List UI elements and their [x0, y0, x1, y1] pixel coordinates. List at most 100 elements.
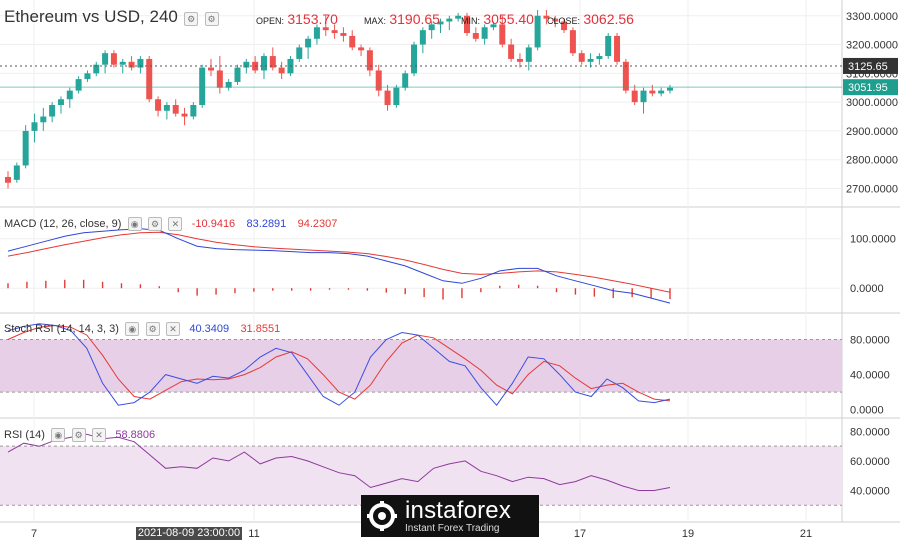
candle-body	[455, 15, 462, 19]
rsi-tick-label: 60.0000	[850, 456, 890, 468]
macd-line	[7, 228, 671, 304]
close-icon[interactable]: ✕	[168, 216, 183, 231]
candle-body	[40, 116, 47, 123]
rsi-value: 58.8806	[115, 429, 156, 441]
candle-body	[331, 30, 338, 34]
candle-body	[393, 87, 400, 105]
candle-body	[411, 44, 418, 74]
watermark-tagline: Instant Forex Trading	[405, 523, 500, 534]
candle-body	[110, 53, 117, 65]
candle-body	[667, 87, 673, 91]
stoch-k-line	[7, 323, 671, 406]
candle-body	[499, 24, 506, 45]
stoch-band	[0, 339, 842, 393]
candle-body	[172, 105, 179, 114]
close-label: CLOSE:	[547, 16, 581, 26]
current-price-tag-label: 3051.95	[848, 82, 888, 94]
eye-icon[interactable]: ◉	[127, 216, 142, 231]
candle-body	[605, 35, 612, 57]
candle-body	[22, 130, 29, 166]
ohlc-min: MIN: 3055.40	[461, 11, 534, 27]
candle-body	[216, 70, 223, 88]
ohlc-max: MAX: 3190.65	[364, 11, 440, 27]
price-tick-label: 3000.0000	[846, 97, 898, 109]
candle-body	[552, 18, 559, 22]
candle-body	[57, 99, 64, 105]
candle-body	[296, 47, 303, 59]
gear-icon[interactable]: ⚙	[204, 11, 219, 26]
x-tick-label: 21	[800, 528, 812, 540]
min-value: 3055.40	[483, 11, 534, 27]
candle-body	[463, 15, 470, 34]
rsi-tick-label: 80.0000	[850, 426, 890, 438]
settings-icon[interactable]: ⚙	[148, 216, 163, 231]
instaforex-logo-icon	[367, 501, 397, 531]
price-tick-label: 3300.0000	[846, 11, 898, 23]
max-label: MAX:	[364, 16, 387, 26]
candle-body	[446, 18, 453, 22]
x-tick-label: 19	[682, 528, 694, 540]
candle-body	[260, 56, 267, 71]
price-tick-label: 2800.0000	[846, 155, 898, 167]
candle-body	[375, 70, 382, 91]
macd-histogram-value: -10.9416	[191, 218, 236, 230]
candle-body	[234, 67, 241, 82]
stoch-title: Stoch RSI (14, 14, 3, 3)	[4, 323, 119, 335]
candle-body	[437, 21, 444, 25]
stoch-tick-label: 0.0000	[850, 405, 884, 417]
candle-body	[578, 53, 585, 62]
candle-body	[358, 47, 365, 51]
macd-legend: MACD (12, 26, close, 9) ◉ ⚙ ✕ -10.9416 8…	[4, 216, 337, 231]
price-tick-label: 3200.0000	[846, 40, 898, 52]
candle-body	[587, 58, 594, 62]
candle-body	[569, 30, 576, 54]
crosshair-date-label: 2021-08-09 23:00:00	[136, 527, 242, 540]
settings-icon[interactable]: ⚙	[145, 321, 160, 336]
candle-body	[66, 90, 73, 100]
upper-price-tag-label: 3125.65	[848, 61, 888, 73]
macd-tick-label: 100.0000	[850, 234, 896, 246]
eye-icon[interactable]: ◉	[125, 321, 140, 336]
candle-body	[640, 90, 647, 103]
candle-body	[534, 15, 541, 48]
ohlc-open: OPEN: 3153.70	[256, 11, 338, 27]
candle-body	[146, 58, 153, 100]
rsi-legend: RSI (14) ◉ ⚙ ✕ 58.8806	[4, 427, 155, 442]
candle-body	[313, 27, 320, 39]
candle-body	[340, 33, 347, 36]
candle-body	[93, 64, 100, 74]
stoch-tick-label: 80.0000	[850, 335, 890, 347]
eye-icon[interactable]: ◉	[51, 427, 66, 442]
candle-body	[5, 176, 11, 183]
close-icon[interactable]: ✕	[165, 321, 180, 336]
rsi-line	[7, 433, 671, 491]
candle-body	[208, 67, 215, 71]
settings-icon[interactable]: ⚙	[184, 11, 199, 26]
candle-body	[596, 56, 603, 59]
settings-icon[interactable]: ⚙	[71, 427, 86, 442]
candle-body	[190, 105, 197, 117]
candle-body	[649, 90, 656, 94]
max-value: 3190.65	[389, 11, 440, 27]
price-tick-label: 2900.0000	[846, 126, 898, 138]
macd-tick-label: 0.0000	[850, 283, 884, 295]
candle-body	[349, 35, 356, 48]
candle-body	[472, 33, 479, 39]
close-icon[interactable]: ✕	[92, 427, 106, 442]
candle-body	[508, 44, 515, 59]
candle-body	[525, 47, 532, 62]
open-label: OPEN:	[256, 16, 285, 26]
stoch-d-line	[7, 324, 671, 402]
min-label: MIN:	[461, 16, 480, 26]
candle-body	[658, 90, 665, 94]
candle-body	[516, 58, 523, 62]
candle-body	[402, 73, 409, 88]
candle-body	[128, 61, 135, 68]
candle-body	[163, 105, 170, 111]
candle-body	[614, 35, 621, 62]
candle-body	[181, 113, 188, 117]
candle-body	[155, 99, 162, 111]
candle-body	[225, 81, 232, 88]
candle-body	[622, 61, 629, 91]
